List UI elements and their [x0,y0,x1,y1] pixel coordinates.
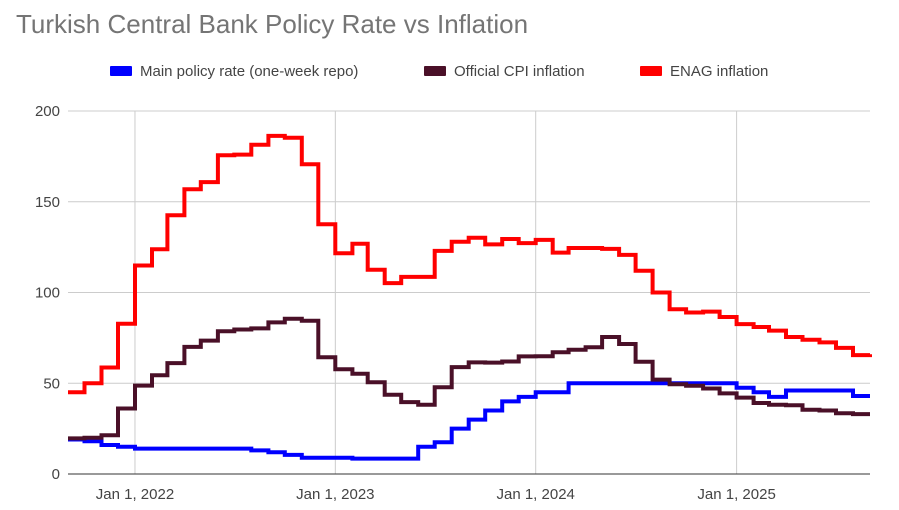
series-line-0 [68,381,870,461]
legend-swatch-2 [640,66,662,76]
series-lines [68,133,872,461]
legend-label-2: ENAG inflation [670,63,768,80]
y-tick-label-50: 50 [43,375,60,392]
legend-label-1: Official CPI inflation [454,63,585,80]
series-line-2 [68,133,872,395]
legend-label-0: Main policy rate (one-week repo) [140,63,358,80]
axes: 0 50 100 150 200 Jan 1, 2022 Jan 1, 2023 Jan 1,… [35,103,870,503]
legend-item-2: ENAG inflation [640,63,768,80]
legend: Main policy rate (one-week repo) Official… [110,63,768,80]
x-tick-label-3: Jan 1, 2025 [697,486,775,503]
x-tick-label-1: Jan 1, 2023 [296,486,374,503]
legend-swatch-1 [424,66,446,76]
y-tick-label-200: 200 [35,103,60,120]
x-tick-label-0: Jan 1, 2022 [96,486,174,503]
legend-swatch-0 [110,66,132,76]
legend-item-1: Official CPI inflation [424,63,585,80]
legend-item-0: Main policy rate (one-week repo) [110,63,358,80]
y-tick-label-100: 100 [35,285,60,302]
y-tick-label-150: 150 [35,194,60,211]
y-tick-label-0: 0 [52,466,60,483]
series-line-1 [68,316,870,441]
x-tick-label-2: Jan 1, 2024 [496,486,574,503]
chart-title: Turkish Central Bank Policy Rate vs Infl… [16,9,528,39]
